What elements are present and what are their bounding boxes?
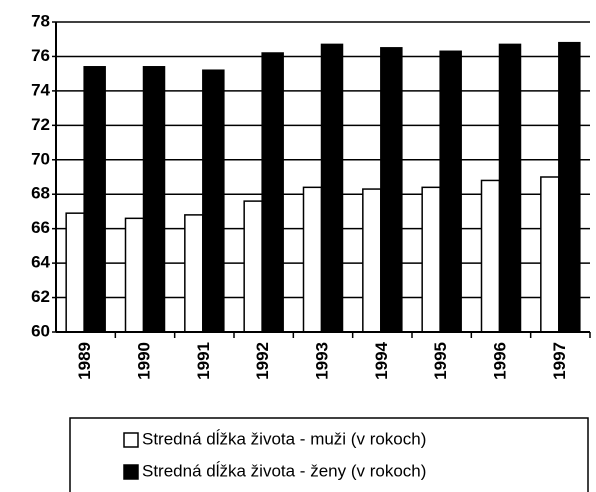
- y-tick-label: 74: [31, 80, 50, 99]
- x-tick-label: 1997: [550, 342, 569, 380]
- legend-swatch: [123, 432, 139, 448]
- legend-swatch: [123, 464, 139, 480]
- bar: [480, 179, 501, 333]
- bar: [362, 188, 382, 333]
- x-tick-label: 1993: [312, 342, 331, 380]
- bar: [540, 176, 560, 333]
- x-tick-label: 1989: [75, 342, 94, 380]
- y-tick-label: 60: [31, 321, 50, 340]
- bar: [261, 52, 284, 333]
- y-tick-label: 64: [31, 253, 50, 272]
- legend-label: Stredná dĺžka života - ženy (v rokoch): [142, 461, 426, 480]
- x-tick-label: 1994: [372, 341, 391, 379]
- y-tick-label: 66: [31, 218, 50, 237]
- x-tick-label: 1995: [431, 342, 450, 380]
- bar: [302, 186, 323, 333]
- bar: [380, 47, 403, 333]
- legend-box: [69, 417, 589, 492]
- bar: [439, 50, 462, 333]
- bar: [65, 212, 85, 333]
- y-tick-label: 70: [31, 149, 50, 168]
- bar: [243, 200, 263, 333]
- bar: [202, 69, 225, 333]
- bar: [124, 217, 145, 333]
- x-tick-label: 1992: [253, 342, 272, 380]
- bar: [83, 66, 106, 333]
- x-tick-label: 1996: [490, 342, 509, 380]
- bar: [320, 43, 344, 333]
- bar: [421, 186, 441, 333]
- bar: [142, 66, 166, 333]
- x-tick-label: 1990: [134, 342, 153, 380]
- x-tick-label: 1991: [194, 342, 213, 380]
- y-tick-label: 72: [31, 115, 50, 134]
- bar: [498, 43, 522, 333]
- y-tick-label: 62: [31, 287, 50, 306]
- bar: [184, 214, 204, 333]
- y-tick-label: 76: [31, 46, 50, 65]
- legend-label: Stredná dĺžka života - muži (v rokoch): [142, 429, 426, 448]
- bar: [558, 41, 581, 333]
- y-tick-label: 78: [31, 11, 50, 30]
- y-tick-label: 68: [31, 184, 50, 203]
